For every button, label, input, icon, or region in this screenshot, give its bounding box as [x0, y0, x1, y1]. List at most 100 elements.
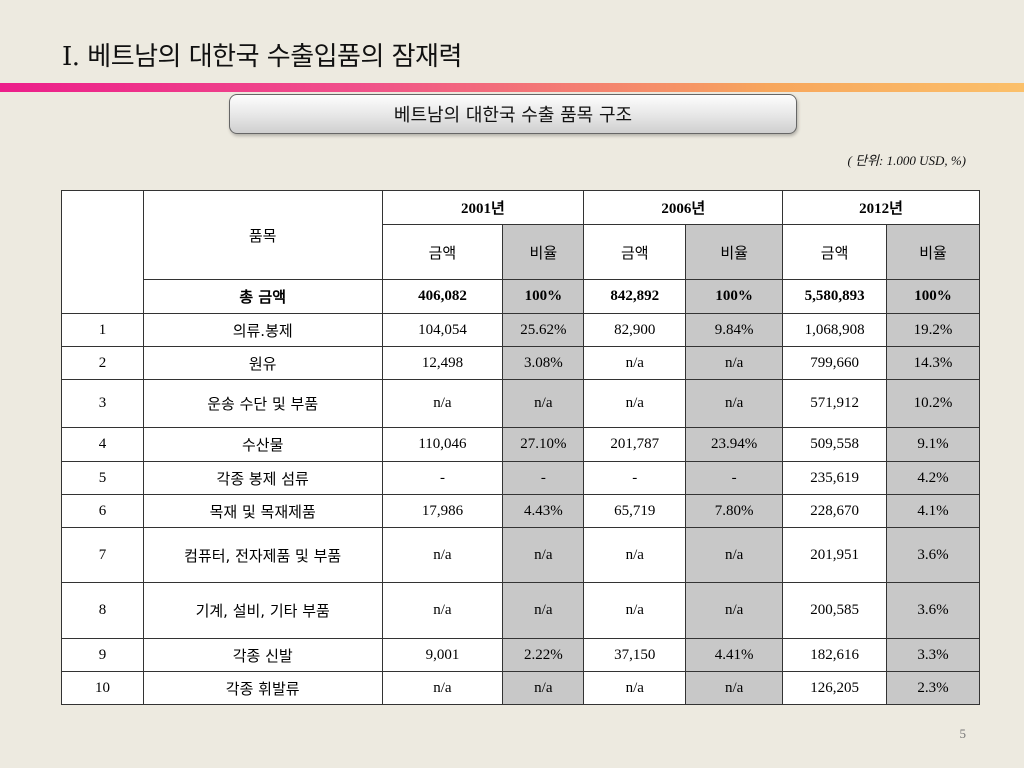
- corner-cell: [61, 190, 144, 314]
- table-cell: 23.94%: [685, 427, 784, 462]
- table-cell: 4.41%: [685, 638, 784, 672]
- export-items-table: 품목 2001년 2006년 2012년 금액 비율 금액 비율 금액 비율 총…: [61, 190, 980, 705]
- accent-bar: [0, 83, 1024, 92]
- row-number: 9: [61, 638, 144, 672]
- table-row: 4 수산물 110,046 27.10% 201,787 23.94% 509,558 9.1…: [61, 427, 980, 462]
- table-cell: 100%: [886, 279, 980, 314]
- table-row: 9 각종 신발 9,001 2.22% 37,150 4.41% 182,616 3.3%: [61, 638, 980, 672]
- row-number: 8: [61, 582, 144, 639]
- table-cell: 3.3%: [886, 638, 980, 672]
- table-cell: 200,585: [782, 582, 888, 639]
- item-name: 각종 휘발류: [142, 671, 383, 705]
- ratio-header: 비율: [886, 224, 980, 280]
- table-cell: 9.84%: [685, 313, 784, 347]
- table-cell: 201,951: [782, 527, 888, 583]
- item-name: 의류.봉제: [142, 313, 383, 347]
- amount-header: 금액: [381, 224, 504, 280]
- table-cell: n/a: [583, 582, 687, 639]
- table-cell: 406,082: [381, 279, 504, 314]
- table-cell: 19.2%: [886, 313, 980, 347]
- table-cell: n/a: [685, 346, 784, 380]
- table-cell: 2.22%: [502, 638, 585, 672]
- table-cell: 2.3%: [886, 671, 980, 705]
- table-cell: 3.6%: [886, 527, 980, 583]
- row-number: 6: [61, 494, 144, 528]
- table-row: 10 각종 휘발류 n/a n/a n/a n/a 126,205 2.3%: [61, 671, 980, 705]
- item-name: 원유: [142, 346, 383, 380]
- table-row: 8 기계, 설비, 기타 부품 n/a n/a n/a n/a 200,585 3.6%: [61, 582, 980, 639]
- year-header: 2012년: [782, 190, 980, 225]
- table-cell: 4.2%: [886, 461, 980, 495]
- table-cell: 100%: [502, 279, 585, 314]
- row-number: 2: [61, 346, 144, 380]
- item-name: 기계, 설비, 기타 부품: [142, 582, 383, 639]
- item-name: 목재 및 목재제품: [142, 494, 383, 528]
- table-cell: n/a: [502, 671, 585, 705]
- table-cell: n/a: [381, 582, 504, 639]
- table-row: 1 의류.봉제 104,054 25.62% 82,900 9.84% 1,068,908 1…: [61, 313, 980, 347]
- table-caption-banner: 베트남의 대한국 수출 품목 구조: [229, 94, 797, 134]
- table-row: 3 운송 수단 및 부품 n/a n/a n/a n/a 571,912 10.2%: [61, 379, 980, 428]
- table-cell: 27.10%: [502, 427, 585, 462]
- table-cell: n/a: [502, 527, 585, 583]
- table-cell: 3.6%: [886, 582, 980, 639]
- table-cell: 182,616: [782, 638, 888, 672]
- table-cell: 126,205: [782, 671, 888, 705]
- slide-title: I. 베트남의 대한국 수출입품의 잠재력: [62, 42, 462, 72]
- table-cell: 25.62%: [502, 313, 585, 347]
- ratio-header: 비율: [685, 224, 784, 280]
- table-cell: -: [502, 461, 585, 495]
- table-cell: n/a: [381, 527, 504, 583]
- table-cell: n/a: [583, 346, 687, 380]
- table-cell: -: [381, 461, 504, 495]
- table-cell: 9,001: [381, 638, 504, 672]
- table-cell: 65,719: [583, 494, 687, 528]
- table-cell: 201,787: [583, 427, 687, 462]
- ratio-header: 비율: [502, 224, 585, 280]
- table-cell: n/a: [381, 671, 504, 705]
- row-number: 5: [61, 461, 144, 495]
- table-cell: 235,619: [782, 461, 888, 495]
- table-cell: n/a: [685, 527, 784, 583]
- table-cell: 4.43%: [502, 494, 585, 528]
- table-row: 2 원유 12,498 3.08% n/a n/a 799,660 14.3%: [61, 346, 980, 380]
- table-cell: n/a: [502, 582, 585, 639]
- item-name: 운송 수단 및 부품: [142, 379, 383, 428]
- table-cell: -: [685, 461, 784, 495]
- table-row: 7 컴퓨터, 전자제품 및 부품 n/a n/a n/a n/a 201,951 3.6%: [61, 527, 980, 583]
- amount-header: 금액: [782, 224, 888, 280]
- table-cell: n/a: [685, 379, 784, 428]
- table-cell: n/a: [583, 527, 687, 583]
- table-cell: n/a: [685, 582, 784, 639]
- total-row: 총 금액 406,082 100% 842,892 100% 5,580,893…: [62, 279, 980, 314]
- table-cell: 12,498: [381, 346, 504, 380]
- row-number: 3: [61, 379, 144, 428]
- table-cell: n/a: [583, 379, 687, 428]
- table-cell: n/a: [381, 379, 504, 428]
- page-number: 5: [959, 726, 967, 741]
- table-cell: 842,892: [583, 279, 687, 314]
- table-cell: 509,558: [782, 427, 888, 462]
- unit-note: ( 단위: 1.000 USD, %): [847, 153, 966, 168]
- table-cell: 10.2%: [886, 379, 980, 428]
- table-cell: 37,150: [583, 638, 687, 672]
- table-cell: 1,068,908: [782, 313, 888, 347]
- year-header: 2006년: [583, 190, 784, 225]
- table-cell: 4.1%: [886, 494, 980, 528]
- table-cell: 3.08%: [502, 346, 585, 380]
- item-name: 수산물: [142, 427, 383, 462]
- item-name: 각종 봉제 섬류: [142, 461, 383, 495]
- year-header: 2001년: [381, 190, 585, 225]
- row-number: 10: [61, 671, 144, 705]
- row-number: 7: [61, 527, 144, 583]
- table-cell: 104,054: [381, 313, 504, 347]
- total-label: 총 금액: [142, 279, 383, 314]
- table-cell: n/a: [685, 671, 784, 705]
- table-cell: n/a: [502, 379, 585, 428]
- row-number: 4: [61, 427, 144, 462]
- table-cell: 7.80%: [685, 494, 784, 528]
- table-cell: 17,986: [381, 494, 504, 528]
- table-cell: 799,660: [782, 346, 888, 380]
- table-cell: 9.1%: [886, 427, 980, 462]
- item-name: 컴퓨터, 전자제품 및 부품: [142, 527, 383, 583]
